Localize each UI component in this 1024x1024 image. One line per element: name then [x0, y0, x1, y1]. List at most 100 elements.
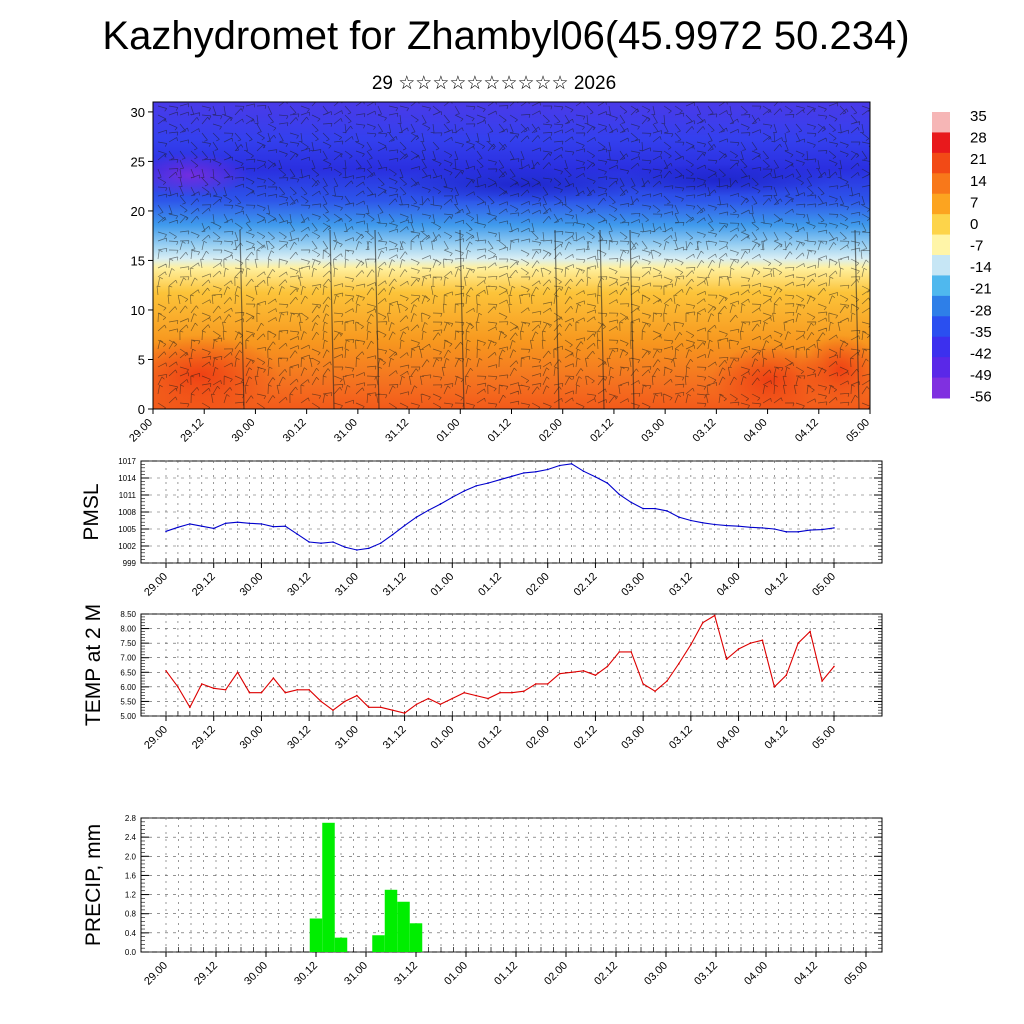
ytick-label: 0.8 — [125, 910, 137, 919]
data-point — [344, 700, 346, 703]
data-point — [725, 524, 728, 527]
colorbar-swatch — [932, 152, 950, 174]
colorbar-swatch — [932, 357, 950, 379]
pmsl-panel: 999 1002 1005 1008 1011 1014 1017 29.00 29.12 30.… — [80, 457, 883, 599]
data-point — [427, 697, 430, 700]
colorbar-swatch — [932, 255, 950, 276]
wind-streak — [239, 229, 245, 409]
data-point — [499, 691, 501, 694]
xsec-xtick-label: 29.00 — [127, 417, 155, 445]
data-point — [797, 642, 800, 644]
data-point — [439, 503, 442, 505]
xtick-label: 01.00 — [442, 960, 470, 988]
colorbar-label: -21 — [970, 281, 992, 298]
xtick-label: 02.12 — [572, 571, 600, 599]
colorbar-label: -35 — [970, 324, 992, 341]
data-point — [594, 674, 597, 676]
data-point — [475, 485, 477, 487]
colorbar-label: 21 — [970, 151, 987, 168]
precip-bar — [409, 923, 423, 952]
xsec-xtick-label: 31.12 — [383, 417, 411, 445]
data-point — [821, 528, 823, 531]
colorbar-label: -49 — [970, 367, 992, 384]
xtick-label: 31.00 — [333, 571, 361, 599]
data-point — [773, 528, 776, 530]
data-point — [499, 478, 501, 481]
precip-bar — [397, 901, 410, 952]
xtick-label: 02.12 — [572, 724, 600, 752]
data-point — [391, 533, 394, 536]
xsec-xtick-label: 01.00 — [434, 417, 462, 445]
data-point — [356, 549, 358, 551]
data-point — [749, 642, 752, 644]
xsec-ytick-label: 20 — [131, 204, 145, 219]
data-point — [690, 519, 692, 522]
xtick-label: 01.12 — [476, 724, 504, 752]
xsec-ytick-label: 25 — [131, 154, 145, 169]
xtick-label: 31.12 — [381, 571, 409, 599]
xtick-label: 05.00 — [810, 724, 838, 752]
data-point — [296, 533, 299, 535]
data-point — [212, 527, 215, 530]
xtick-label: 02.00 — [524, 571, 552, 599]
xtick-label: 04.12 — [762, 571, 790, 599]
ytick-label: 6.50 — [120, 668, 136, 677]
ytick-label: 1005 — [118, 525, 136, 534]
data-point — [379, 706, 382, 709]
xtick-label: 30.00 — [242, 960, 270, 988]
xtick-label: 29.12 — [192, 960, 220, 988]
data-point — [713, 614, 716, 617]
data-point — [284, 525, 287, 527]
data-point — [666, 680, 668, 682]
xtick-label: 04.00 — [715, 571, 743, 599]
axis-ylabel: TEMP at 2 M — [82, 604, 105, 726]
ytick-label: 0.0 — [125, 948, 137, 957]
data-point — [177, 526, 179, 529]
ytick-label: 7.50 — [120, 639, 136, 648]
xsec-xtick-label: 04.12 — [793, 417, 821, 445]
data-point — [582, 470, 585, 473]
colorbar-swatch — [932, 377, 950, 399]
data-point — [630, 651, 633, 653]
data-point — [236, 671, 239, 674]
panel-frame — [140, 817, 883, 953]
xsec-xtick-label: 04.00 — [742, 417, 770, 445]
wind-streak — [554, 229, 560, 409]
ytick-label: 8.00 — [120, 625, 136, 634]
xtick-label: 01.12 — [476, 571, 504, 599]
xtick-label: 30.12 — [292, 960, 320, 988]
data-point — [200, 525, 203, 527]
ytick-label: 0.4 — [125, 929, 137, 938]
colorbar-label: 14 — [970, 173, 987, 190]
chart-subtitle: 29 ☆☆☆☆☆☆☆☆☆☆ 2026 — [371, 73, 617, 94]
xsec-xtick-label: 02.00 — [537, 417, 565, 445]
wind-streak — [599, 229, 605, 409]
data-point — [308, 541, 310, 543]
data-point — [534, 470, 537, 473]
data-point — [451, 697, 454, 700]
data-point — [594, 476, 597, 478]
xsec-ytick-label: 10 — [131, 303, 145, 318]
data-point — [690, 643, 692, 646]
ytick-label: 7.00 — [120, 654, 136, 663]
xtick-label: 01.00 — [428, 724, 456, 752]
precip-bar — [334, 937, 348, 952]
data-point — [272, 677, 275, 679]
cross-section-heatmap — [153, 102, 870, 409]
data-point — [809, 529, 811, 531]
precip-bar — [372, 935, 385, 952]
data-point — [546, 468, 549, 471]
colorbar-swatch — [932, 214, 950, 236]
temp-panel: 5.00 5.50 6.00 6.50 7.00 7.50 8.00 8.50 29.00 29.… — [82, 604, 883, 752]
data-point — [558, 672, 561, 675]
data-point — [773, 686, 776, 688]
data-point — [570, 463, 573, 465]
data-point — [511, 691, 513, 694]
data-point — [785, 674, 788, 676]
precip-panel: 0.0 0.4 0.8 1.2 1.6 2.0 2.4 2.8 29.00 29.12 30.00 3… — [82, 814, 883, 988]
xtick-label: 03.00 — [619, 724, 647, 752]
data-point — [332, 709, 334, 711]
xsec-xtick-label: 30.12 — [281, 417, 309, 445]
data-point — [391, 709, 394, 711]
